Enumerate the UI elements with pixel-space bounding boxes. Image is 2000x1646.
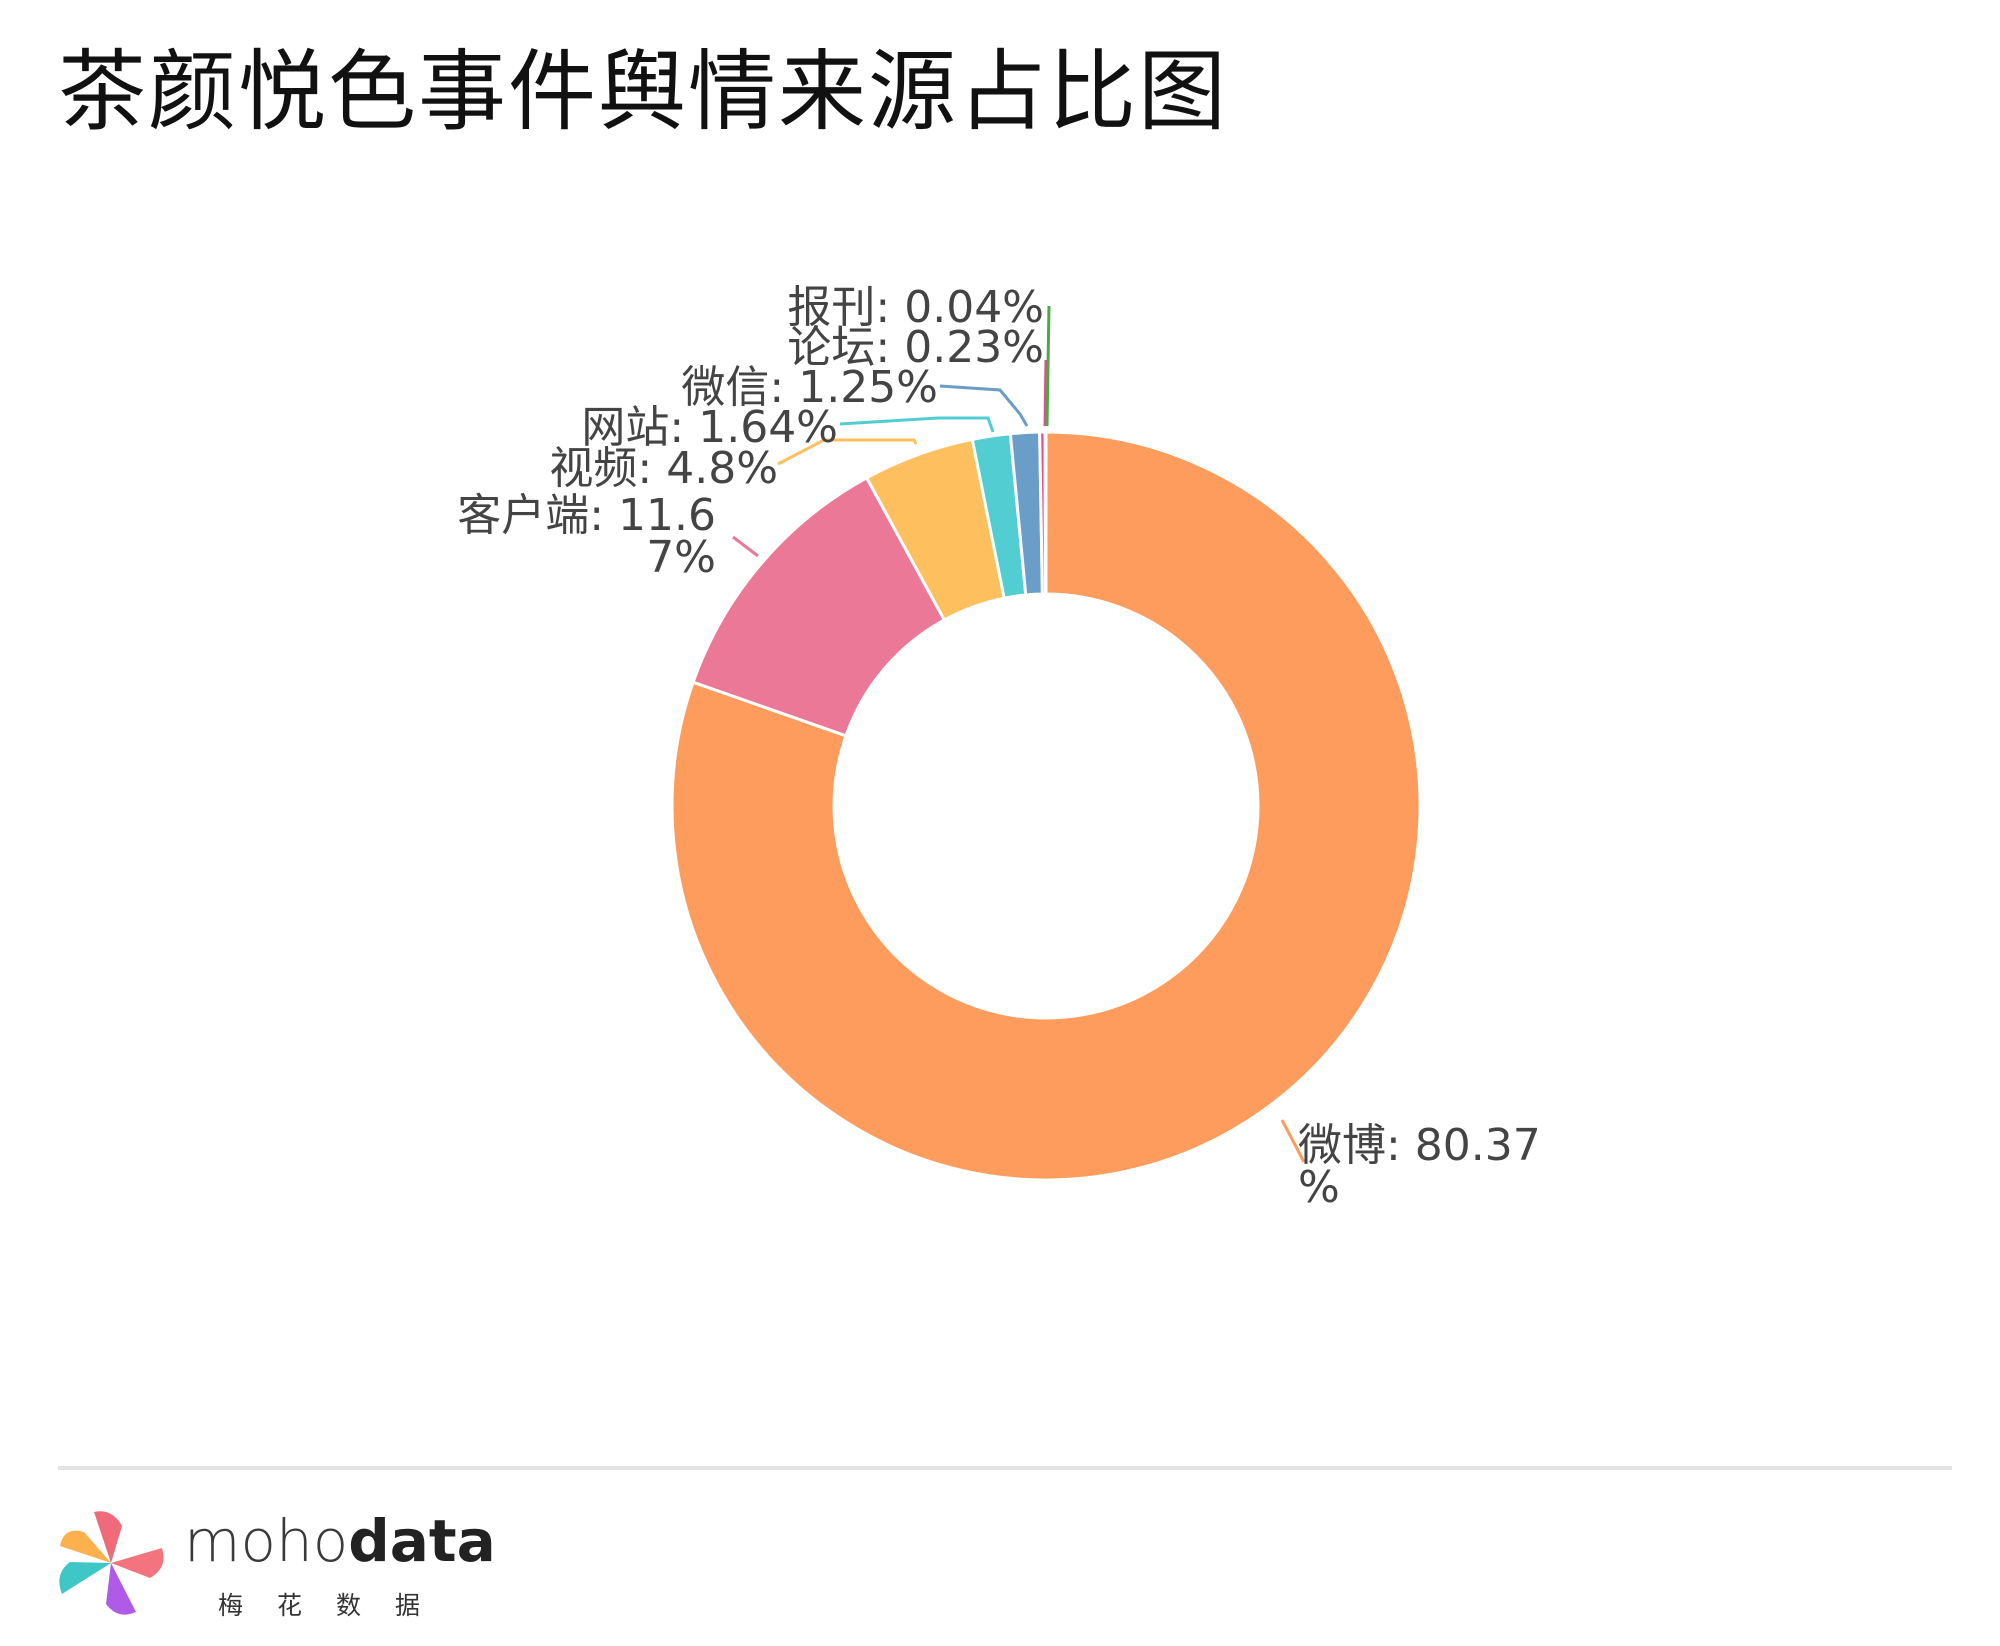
slice-e68aa5e5888a (1043, 430, 1048, 596)
labels-layer: 微博: 80.37 % 客户端: 11.6 7%视频: 4.8%网站: 1.64%微信… (457, 282, 1541, 1213)
brand-subtitle: 梅花数据 (218, 1591, 455, 1620)
brand-name-thin: moho (184, 1507, 349, 1575)
leader-lines-layer (732, 305, 1306, 1163)
slices-layer (670, 430, 1422, 1182)
brand-name-bold: data (348, 1507, 496, 1575)
footer-divider (58, 1466, 1952, 1470)
data-label-e68aa5e5888a: 报刊: 0.04% (787, 282, 1044, 333)
pinwheel-logo-icon (59, 1511, 164, 1615)
data-label-e5beaee58d9a: 微博: 80.37% (1298, 1120, 1541, 1213)
data-label-e8aebae59d9b: 论坛: 0.23% (787, 322, 1044, 373)
slice-e5aea2e688b7e7abaf (691, 475, 947, 738)
data-label-e8a786e9a291: 视频: 4.8% (549, 443, 778, 494)
leader-line-e8a786e9a291 (777, 438, 918, 466)
leader-line-e7bd91e7ab99 (839, 416, 995, 433)
leader-line-e8aebae59d9b (1043, 359, 1048, 427)
leader-line-e5aea2e688b7e7abaf (732, 535, 759, 558)
slice-e5beaee58d9a (670, 430, 1422, 1182)
leader-line-e5beaee58d9a (1280, 1119, 1306, 1163)
leader-line-e5beaee4bfa1 (939, 384, 1029, 427)
chart-title: 茶颜悦色事件舆情来源占比图 (58, 40, 1229, 143)
leader-line-e68aa5e5888a (1045, 305, 1051, 427)
data-label-e5aea2e688b7e7abaf: 客户端: 11.6 7% (457, 490, 716, 583)
data-label-e7bd91e7ab99: 网站: 1.64% (581, 402, 838, 453)
brand-name: mohodata (184, 1512, 496, 1570)
data-label-e5beaee4bfa1: 微信: 1.25% (681, 362, 938, 413)
